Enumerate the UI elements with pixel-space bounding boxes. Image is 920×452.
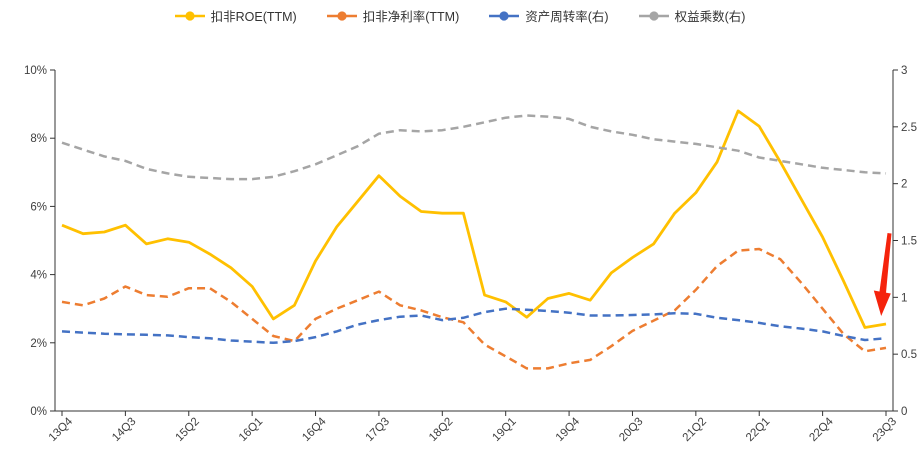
series-line-1 xyxy=(61,247,887,370)
x-tick-label: 16Q1 xyxy=(237,416,265,444)
legend-label: 扣非ROE(TTM) xyxy=(210,10,297,24)
series-line-2 xyxy=(61,307,887,345)
x-tick-label: 22Q1 xyxy=(744,416,772,444)
x-tick-label: 16Q4 xyxy=(300,415,329,444)
y-right-tick-label: 1 xyxy=(901,292,907,304)
y-left-tick-label: 6% xyxy=(30,201,47,213)
legend-item-1[interactable]: 扣非净利率(TTM) xyxy=(326,6,460,25)
legend-label: 权益乘数(右) xyxy=(674,10,746,24)
y-right-tick-label: 2 xyxy=(901,179,907,191)
series-line-3 xyxy=(61,114,887,181)
x-tick-label: 21Q2 xyxy=(681,416,709,444)
y-right-tick-label: 2.5 xyxy=(901,122,917,134)
y-left-tick-label: 10% xyxy=(24,65,47,77)
red-arrow-annotation xyxy=(873,233,892,316)
x-tick-label: 20Q3 xyxy=(617,416,645,444)
x-tick-label: 19Q1 xyxy=(490,416,518,444)
x-tick-label: 18Q2 xyxy=(427,416,455,444)
legend-label: 资产周转率(右) xyxy=(525,10,609,24)
legend-label: 扣非净利率(TTM) xyxy=(362,10,460,24)
chart-legend: 扣非ROE(TTM) 扣非净利率(TTM) 资产周转率(右) 权益乘数(右) xyxy=(0,6,920,25)
y-right-tick-label: 1.5 xyxy=(901,236,917,248)
y-axis-right: 0 0.5 1 1.5 2 2.5 3 xyxy=(893,65,917,418)
legend-marker-icon xyxy=(326,10,357,21)
y-left-tick-label: 4% xyxy=(30,270,47,282)
x-tick-label: 19Q4 xyxy=(554,415,583,444)
series-line-0 xyxy=(61,109,887,329)
x-tick-label: 15Q2 xyxy=(174,416,202,444)
x-tick-label: 13Q4 xyxy=(47,415,76,444)
y-left-tick-label: 8% xyxy=(30,133,47,145)
x-tick-label: 17Q3 xyxy=(364,416,392,444)
legend-marker-icon xyxy=(174,10,205,21)
legend-item-0[interactable]: 扣非ROE(TTM) xyxy=(174,6,297,25)
x-tick-label: 22Q4 xyxy=(807,415,836,444)
legend-marker-icon xyxy=(638,10,669,21)
x-tick-label: 23Q3 xyxy=(871,416,899,444)
y-axis-left: 0% 2% 4% 6% 8% 10% xyxy=(24,65,55,418)
legend-item-3[interactable]: 权益乘数(右) xyxy=(638,6,746,25)
legend-item-2[interactable]: 资产周转率(右) xyxy=(489,6,609,25)
y-left-tick-label: 2% xyxy=(30,338,47,350)
y-left-tick-label: 0% xyxy=(30,406,47,418)
x-tick-label: 14Q3 xyxy=(110,416,138,444)
y-right-tick-label: 0 xyxy=(901,406,907,418)
legend-marker-icon xyxy=(489,10,520,21)
x-axis: 13Q4 14Q3 15Q2 16Q1 16Q4 17Q3 18Q2 19Q1 19Q4 20Q3… xyxy=(47,411,899,444)
y-right-tick-label: 3 xyxy=(901,65,907,77)
y-right-tick-label: 0.5 xyxy=(901,349,917,361)
